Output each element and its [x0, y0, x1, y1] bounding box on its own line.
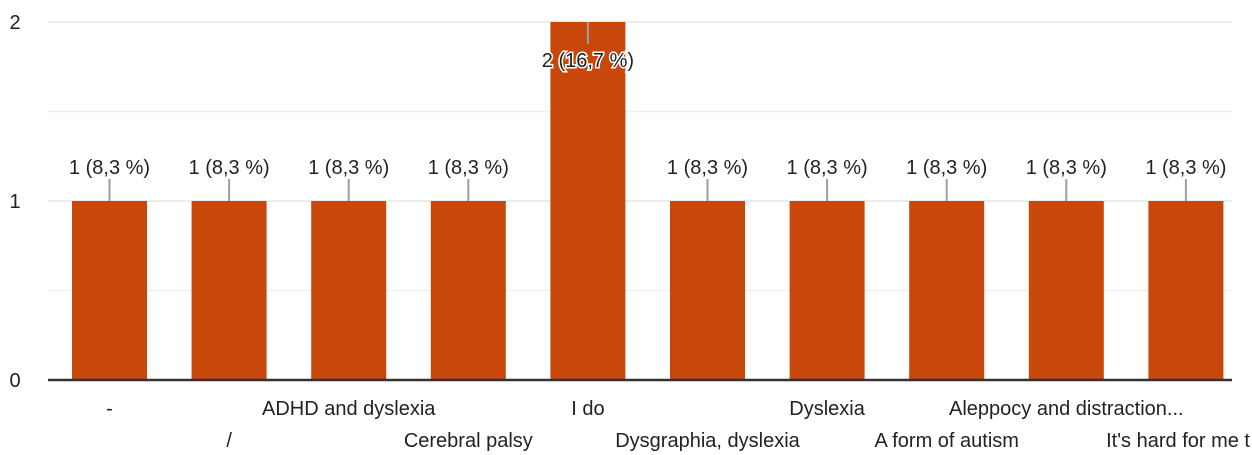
data-label: 2 (16,7 %)	[542, 50, 634, 72]
x-tick-label: ADHD and dyslexia	[262, 398, 436, 420]
bar	[550, 22, 626, 380]
x-tick-label: Aleppocy and distraction...	[949, 398, 1184, 420]
data-label: 1 (8,3 %)	[1026, 157, 1107, 179]
bar	[670, 201, 745, 380]
data-label: 1 (8,3 %)	[906, 157, 987, 179]
data-label: 1 (8,3 %)	[189, 157, 270, 179]
x-tick-label: A form of autism	[874, 430, 1019, 452]
x-tick-label: Cerebral palsy	[404, 430, 533, 452]
x-tick-label: Dysgraphia, dyslexia	[615, 430, 800, 452]
data-label: 1 (8,3 %)	[428, 157, 509, 179]
y-tick-label: 1	[9, 191, 20, 213]
bar	[430, 201, 506, 380]
x-tick-label: /	[226, 430, 232, 452]
bars	[72, 22, 1224, 380]
bar	[909, 201, 985, 380]
x-tick-label: It's hard for me t	[1106, 430, 1250, 452]
bar	[1028, 201, 1104, 380]
y-axis-ticks: 0 1 2	[9, 12, 20, 392]
x-tick-label: -	[106, 398, 113, 420]
y-tick-label: 0	[9, 370, 20, 392]
y-tick-label: 2	[9, 12, 20, 34]
bar	[191, 201, 267, 380]
data-label: 1 (8,3 %)	[787, 157, 868, 179]
bar	[789, 201, 865, 380]
bar	[72, 201, 147, 380]
data-label: 1 (8,3 %)	[667, 157, 748, 179]
x-tick-label: Dyslexia	[789, 398, 865, 420]
bar	[311, 201, 387, 380]
data-labels: 1 (8,3 %) 1 (8,3 %) 1 (8,3 %) 1 (8,3 %) 2 (1…	[69, 22, 1226, 201]
x-tick-label: I do	[571, 398, 604, 420]
data-label: 1 (8,3 %)	[69, 157, 150, 179]
data-label: 1 (8,3 %)	[1145, 157, 1226, 179]
x-axis-tick-labels: - / ADHD and dyslexia Cerebral palsy I do Dys…	[106, 398, 1250, 452]
data-label: 1 (8,3 %)	[308, 157, 389, 179]
bar	[1148, 201, 1224, 380]
